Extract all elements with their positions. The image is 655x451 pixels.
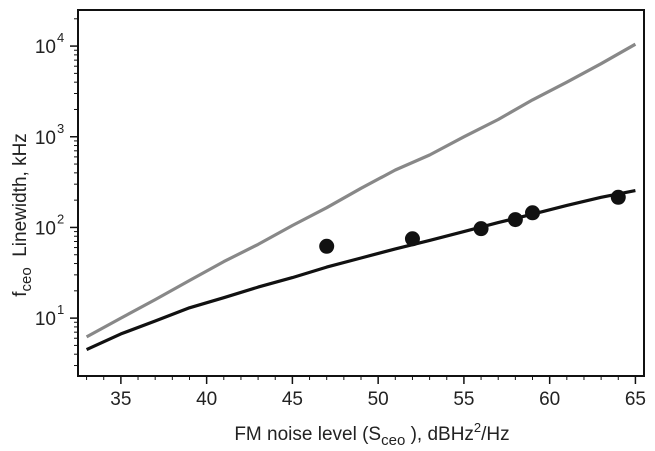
- y-tick-exponent-100: 2: [57, 211, 64, 226]
- data-point-59: [525, 205, 541, 221]
- y-axis-title: fceo Linewidth, kHz: [10, 133, 35, 297]
- series-line-1: [85, 189, 636, 352]
- y-tick-label-100: 10: [35, 218, 56, 239]
- y-tick-label-10000: 10: [35, 37, 56, 58]
- y-tick-exponent-10: 1: [57, 302, 64, 317]
- series-line-0: [85, 42, 637, 339]
- y-tick-label-10: 10: [35, 309, 56, 330]
- x-tick-label-50: 50: [368, 389, 389, 410]
- data-point-47: [319, 238, 335, 254]
- x-axis-title: FM noise level (Sceo ), dBHz2/Hz: [234, 420, 509, 449]
- y-tick-label-1000: 10: [35, 128, 56, 149]
- x-tick-label-60: 60: [539, 389, 560, 410]
- x-tick-label-55: 55: [453, 389, 474, 410]
- x-tick-label-35: 35: [110, 389, 131, 410]
- data-point-64: [610, 189, 626, 205]
- plot-area: [85, 42, 637, 352]
- y-tick-exponent-1000: 3: [57, 121, 64, 136]
- data-point-56: [473, 221, 489, 237]
- data-point-58: [507, 212, 523, 228]
- x-tick-label-45: 45: [282, 389, 303, 410]
- x-tick-label-65: 65: [625, 389, 646, 410]
- x-tick-label-40: 40: [196, 389, 217, 410]
- y-tick-exponent-10000: 4: [57, 30, 64, 45]
- data-point-52: [404, 231, 420, 247]
- plot-frame: [77, 9, 645, 377]
